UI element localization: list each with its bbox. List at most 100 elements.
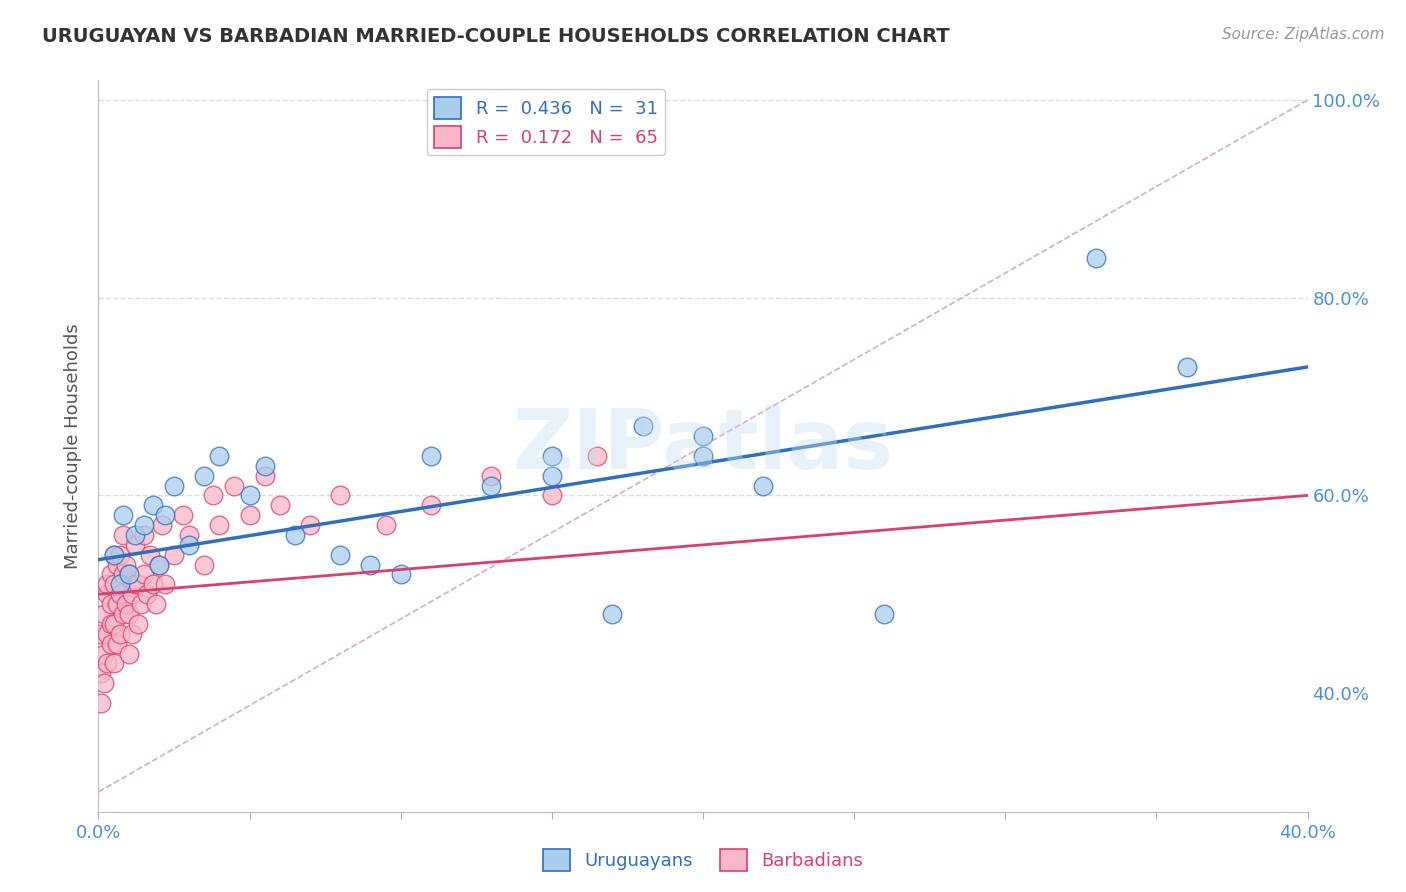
Point bbox=[602, 607, 624, 621]
Point bbox=[127, 616, 149, 631]
Point bbox=[586, 449, 609, 463]
Point bbox=[105, 637, 128, 651]
Point bbox=[103, 548, 125, 562]
Point bbox=[139, 548, 162, 562]
Y-axis label: Married-couple Households: Married-couple Households bbox=[65, 323, 83, 569]
Point bbox=[121, 627, 143, 641]
Point bbox=[132, 567, 155, 582]
Point bbox=[193, 468, 215, 483]
Point bbox=[132, 518, 155, 533]
Point bbox=[124, 528, 146, 542]
Point bbox=[127, 577, 149, 591]
Point bbox=[111, 567, 134, 582]
Point bbox=[100, 567, 122, 582]
Point bbox=[103, 548, 125, 562]
Point bbox=[108, 627, 131, 641]
Point bbox=[90, 666, 112, 681]
Point bbox=[329, 548, 352, 562]
Point bbox=[239, 488, 262, 502]
Point bbox=[374, 518, 396, 533]
Point bbox=[129, 597, 152, 611]
Point bbox=[108, 548, 131, 562]
Point bbox=[420, 498, 443, 512]
Point bbox=[103, 657, 125, 671]
Point bbox=[329, 488, 352, 502]
Point bbox=[873, 607, 896, 621]
Point bbox=[90, 696, 112, 710]
Point bbox=[118, 567, 141, 582]
Point bbox=[114, 558, 136, 572]
Legend: Uruguayans, Barbadians: Uruguayans, Barbadians bbox=[536, 842, 870, 879]
Point bbox=[132, 528, 155, 542]
Point bbox=[202, 488, 225, 502]
Point bbox=[135, 587, 157, 601]
Point bbox=[93, 676, 115, 690]
Point bbox=[108, 587, 131, 601]
Point bbox=[692, 449, 714, 463]
Point bbox=[145, 597, 167, 611]
Point bbox=[93, 647, 115, 661]
Point bbox=[118, 607, 141, 621]
Point bbox=[118, 647, 141, 661]
Point bbox=[540, 449, 562, 463]
Point bbox=[103, 616, 125, 631]
Point bbox=[148, 558, 170, 572]
Point bbox=[360, 558, 382, 572]
Point bbox=[420, 449, 443, 463]
Point bbox=[163, 548, 186, 562]
Point bbox=[108, 577, 131, 591]
Point bbox=[142, 498, 165, 512]
Point bbox=[208, 449, 231, 463]
Point bbox=[540, 488, 562, 502]
Point bbox=[299, 518, 322, 533]
Point bbox=[100, 616, 122, 631]
Point bbox=[103, 577, 125, 591]
Text: ZIPatlas: ZIPatlas bbox=[513, 406, 893, 486]
Point bbox=[90, 627, 112, 641]
Point bbox=[481, 478, 503, 492]
Point bbox=[142, 577, 165, 591]
Point bbox=[163, 478, 186, 492]
Point bbox=[114, 597, 136, 611]
Text: URUGUAYAN VS BARBADIAN MARRIED-COUPLE HOUSEHOLDS CORRELATION CHART: URUGUAYAN VS BARBADIAN MARRIED-COUPLE HO… bbox=[42, 27, 950, 45]
Point bbox=[631, 419, 654, 434]
Point bbox=[121, 587, 143, 601]
Point bbox=[111, 607, 134, 621]
Point bbox=[100, 597, 122, 611]
Point bbox=[124, 577, 146, 591]
Point bbox=[1175, 359, 1198, 374]
Point bbox=[179, 528, 201, 542]
Point bbox=[224, 478, 246, 492]
Point bbox=[540, 468, 562, 483]
Point bbox=[111, 508, 134, 523]
Point bbox=[481, 468, 503, 483]
Point bbox=[284, 528, 307, 542]
Point bbox=[100, 637, 122, 651]
Point bbox=[153, 577, 176, 591]
Point bbox=[111, 528, 134, 542]
Point bbox=[96, 657, 118, 671]
Point bbox=[105, 558, 128, 572]
Point bbox=[105, 597, 128, 611]
Point bbox=[239, 508, 262, 523]
Point bbox=[1085, 251, 1108, 265]
Legend: R =  0.436   N =  31, R =  0.172   N =  65: R = 0.436 N = 31, R = 0.172 N = 65 bbox=[427, 89, 665, 155]
Point bbox=[269, 498, 291, 512]
Point bbox=[96, 587, 118, 601]
Point bbox=[208, 518, 231, 533]
Point bbox=[253, 458, 276, 473]
Point bbox=[153, 508, 176, 523]
Point bbox=[752, 478, 775, 492]
Point bbox=[179, 538, 201, 552]
Text: Source: ZipAtlas.com: Source: ZipAtlas.com bbox=[1222, 27, 1385, 42]
Point bbox=[96, 627, 118, 641]
Point bbox=[253, 468, 276, 483]
Point bbox=[389, 567, 412, 582]
Point bbox=[93, 607, 115, 621]
Point bbox=[96, 577, 118, 591]
Point bbox=[150, 518, 173, 533]
Point bbox=[148, 558, 170, 572]
Point bbox=[118, 567, 141, 582]
Point bbox=[172, 508, 194, 523]
Point bbox=[692, 429, 714, 443]
